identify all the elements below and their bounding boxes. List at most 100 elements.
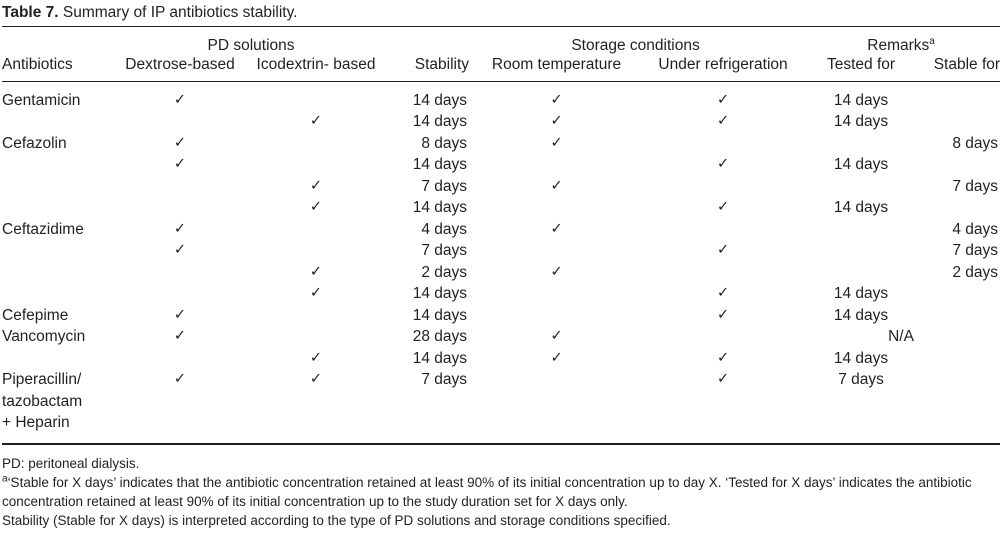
icodextrin-check	[245, 154, 387, 176]
antibiotic-name	[2, 262, 115, 284]
col-header-under-refrigeration: Under refrigeration	[644, 55, 803, 82]
table-title-label: Table 7.	[2, 4, 59, 21]
refrigeration-check: ✓	[716, 285, 730, 301]
stable-for-value: 8 days	[952, 134, 999, 152]
table-row: Vancomycin ✓ 28 days ✓ N/A	[2, 326, 1000, 348]
refrigeration-check: ✓	[716, 306, 730, 323]
spanner-empty	[387, 27, 469, 55]
room-temperature-check: ✓	[550, 177, 563, 194]
spanner-remarks: Remarksa	[802, 27, 1000, 55]
antibiotic-name	[2, 240, 115, 262]
refrigeration-check: ✓	[716, 349, 730, 366]
tested-for-value: 14 days	[833, 199, 889, 216]
refrigeration-check: ✓	[716, 242, 730, 258]
stability-value: 7 days	[421, 371, 468, 388]
table-row: ✓ 2 days ✓ 2 days	[2, 262, 1000, 284]
stable-for-value: 2 days	[952, 263, 999, 281]
room-temperature-check	[469, 240, 644, 262]
room-temperature-check	[469, 197, 644, 219]
antibiotic-name	[2, 348, 115, 370]
col-header-stable-for: Stable for	[920, 55, 1000, 82]
spanner-pd-solutions: PD solutions	[207, 37, 295, 54]
column-label-row: Antibiotics Dextrose-based Icodextrin- b…	[2, 55, 1000, 82]
stable-for-value	[920, 283, 1000, 305]
room-temperature-check	[469, 154, 644, 176]
spanner-empty	[2, 27, 115, 55]
refrigeration-check: ✓	[716, 113, 730, 129]
antibiotic-name: Gentamicin	[2, 91, 81, 109]
footnote-marker-a: a	[2, 473, 8, 484]
antibiotic-name	[2, 197, 115, 219]
spanner-storage-conditions: Storage conditions	[571, 37, 700, 54]
col-header-tested-for: Tested for	[802, 55, 921, 82]
stability-value: 14 days	[412, 199, 468, 216]
dextrose-check: ✓	[173, 156, 187, 172]
stable-for-value	[920, 348, 1000, 370]
stable-for-value	[920, 111, 1000, 133]
icodextrin-check: ✓	[309, 285, 323, 301]
table-row: ✓ 7 days ✓ 7 days	[2, 176, 1000, 198]
tested-for-value: 14 days	[833, 113, 889, 130]
antibiotic-name-line: + Heparin	[2, 414, 70, 431]
tested-for-value: 14 days	[833, 285, 889, 302]
dextrose-check	[115, 176, 245, 198]
tested-for-value: 14 days	[833, 349, 889, 367]
remarks-footnote-marker: a	[929, 35, 935, 47]
table-row: Cefepime ✓ 14 days ✓ 14 days	[2, 305, 1000, 327]
icodextrin-check: ✓	[309, 349, 323, 366]
stable-for-value	[920, 369, 1000, 444]
stability-value: 14 days	[412, 91, 468, 109]
table-row: Piperacillin/tazobactam + Heparin ✓ ✓ 7 days…	[2, 369, 1000, 444]
footnote-pd-abbrev: PD: peritoneal dialysis.	[2, 455, 140, 471]
dextrose-check: ✓	[173, 91, 187, 108]
table-title: Table 7. Summary of IP antibiotics stabi…	[2, 3, 1000, 27]
refrigeration-check	[644, 219, 802, 241]
antibiotic-name: Ceftazidime	[2, 220, 84, 238]
room-temperature-check: ✓	[550, 134, 563, 151]
table-row: ✓ 14 days ✓ ✓ 14 days	[2, 348, 1000, 370]
icodextrin-check: ✓	[309, 113, 323, 129]
room-temperature-check: ✓	[550, 349, 563, 366]
footnote-stable-definition-text: ‘Stable for X days’ indicates that the a…	[2, 474, 972, 509]
antibiotic-name: Cefazolin	[2, 134, 67, 152]
refrigeration-check: ✓	[716, 91, 730, 108]
room-temperature-check	[469, 305, 644, 327]
dextrose-check	[115, 111, 245, 133]
icodextrin-check: ✓	[309, 177, 323, 194]
dextrose-check	[115, 348, 245, 370]
icodextrin-check	[245, 240, 387, 262]
icodextrin-check	[245, 133, 387, 155]
table-header: PD solutions Storage conditions Remarksa…	[2, 27, 1000, 82]
tested-for-value: 7 days	[838, 371, 884, 388]
dextrose-check: ✓	[173, 242, 187, 258]
refrigeration-check: ✓	[716, 371, 730, 387]
stability-value: 2 days	[421, 263, 468, 281]
table-row: ✓ 14 days ✓ 14 days	[2, 154, 1000, 176]
footnotes: PD: peritoneal dialysis. a‘Stable for X …	[2, 454, 1000, 530]
refrigeration-check: ✓	[716, 199, 730, 215]
tested-for-value	[802, 133, 920, 155]
table-body: Gentamicin ✓ 14 days ✓ ✓ 14 days ✓ 14 days ✓ ✓ 14 …	[2, 81, 1000, 444]
tested-for-value	[802, 240, 920, 262]
stability-value: 7 days	[421, 177, 468, 195]
refrigeration-check: ✓	[716, 156, 730, 172]
dextrose-check: ✓	[173, 134, 187, 151]
stability-value: 7 days	[421, 242, 468, 259]
room-temperature-check	[469, 283, 644, 305]
antibiotic-name: Vancomycin	[2, 328, 86, 345]
stable-for-value: 7 days	[952, 177, 999, 195]
stability-value: 14 days	[412, 349, 468, 367]
antibiotic-name	[2, 176, 115, 198]
stable-for-value	[920, 197, 1000, 219]
table-row: ✓ 14 days ✓ ✓ 14 days	[2, 111, 1000, 133]
antibiotic-name	[2, 283, 115, 305]
stability-value: 14 days	[412, 306, 468, 324]
footnote-stable-definition: a‘Stable for X days’ indicates that the …	[2, 473, 1000, 511]
tested-for-value: 14 days	[833, 156, 889, 173]
antibiotic-name: Cefepime	[2, 306, 69, 324]
col-header-stability: Stability	[387, 55, 470, 82]
antibiotic-name-line: Piperacillin/	[2, 371, 82, 388]
antibiotic-name	[2, 111, 115, 133]
refrigeration-check	[644, 262, 802, 284]
